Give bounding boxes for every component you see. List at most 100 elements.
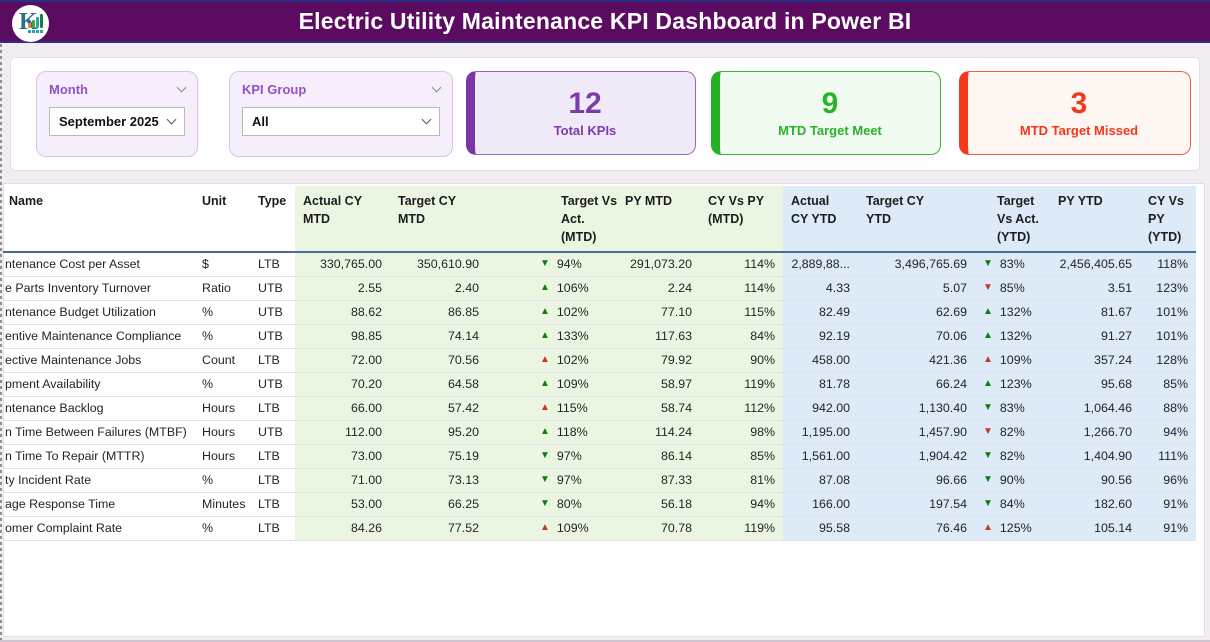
mtd-target-meet-card: 9 MTD Target Meet — [711, 71, 941, 155]
mtd-target-vs-actual-pct: 97% — [556, 449, 582, 463]
target-vs-act-mtd-cell: ▼ 97% — [487, 468, 617, 493]
actual-cy-ytd-cell: 82.49 — [783, 300, 858, 325]
cy-vs-py-mtd-cell: 85% — [700, 444, 783, 469]
target-cy-mtd-cell: 77.52 — [390, 516, 487, 541]
table-row[interactable]: age Response Time Minutes LTB 53.00 66.2… — [3, 492, 1196, 517]
kpi-name-cell: entive Maintenance Compliance — [3, 324, 195, 349]
py-ytd-cell: 81.67 — [1050, 300, 1140, 325]
kpi-group-dropdown-chevron-icon[interactable] — [421, 114, 432, 125]
cy-vs-py-ytd-cell: 91% — [1140, 492, 1196, 517]
target-vs-act-ytd-cell: ▼ 90% — [975, 468, 1050, 493]
table-row[interactable]: entive Maintenance Compliance % UTB 98.8… — [3, 324, 1196, 349]
column-header-target-cy-ytd[interactable]: Target CY YTD — [858, 186, 975, 253]
actual-cy-mtd-cell: 88.62 — [295, 300, 390, 325]
table-row[interactable]: ective Maintenance Jobs Count LTB 72.00 … — [3, 348, 1196, 373]
logo-bar-chart-icon — [28, 14, 43, 28]
type-cell: LTB — [254, 516, 295, 541]
column-header-type[interactable]: Type — [254, 186, 295, 253]
target-cy-mtd-cell: 64.58 — [390, 372, 487, 397]
kpi-group-slicer-collapse-chevron-icon[interactable] — [431, 82, 442, 93]
actual-cy-ytd-cell: 4.33 — [783, 276, 858, 301]
month-dropdown-value: September 2025 — [59, 114, 159, 129]
table-header-row: Name Unit Type Actual CY MTD Target CY M… — [3, 186, 1196, 253]
target-cy-mtd-cell: 66.25 — [390, 492, 487, 517]
kpi-name-cell: n Time Between Failures (MTBF) — [3, 420, 195, 445]
type-cell: LTB — [254, 492, 295, 517]
table-row[interactable]: ntenance Backlog Hours LTB 66.00 57.42 ▲… — [3, 396, 1196, 421]
ytd-trend-triangle-icon: ▲ — [983, 330, 993, 341]
column-header-cy-vs-py-mtd[interactable]: CY Vs PY (MTD) — [700, 186, 783, 253]
table-row[interactable]: n Time Between Failures (MTBF) Hours UTB… — [3, 420, 1196, 445]
type-cell: UTB — [254, 324, 295, 349]
target-vs-act-mtd-cell: ▼ 94% — [487, 252, 617, 277]
ytd-target-vs-actual-pct: 90% — [999, 473, 1025, 487]
table-row[interactable]: omer Complaint Rate % LTB 84.26 77.52 ▲ … — [3, 516, 1196, 541]
target-vs-act-mtd-cell: ▲ 109% — [487, 372, 617, 397]
target-cy-ytd-cell: 76.46 — [858, 516, 975, 541]
column-header-py-mtd[interactable]: PY MTD — [617, 186, 700, 253]
ytd-target-vs-actual-pct: 132% — [999, 305, 1032, 319]
target-cy-ytd-cell: 96.66 — [858, 468, 975, 493]
target-cy-mtd-cell: 86.85 — [390, 300, 487, 325]
py-mtd-cell: 114.24 — [617, 420, 700, 445]
actual-cy-mtd-cell: 2.55 — [295, 276, 390, 301]
unit-cell: % — [195, 516, 254, 541]
column-header-actual-cy-ytd[interactable]: Actual CY YTD — [783, 186, 858, 253]
total-kpis-label: Total KPIs — [553, 122, 617, 138]
mtd-target-meet-value: 9 — [821, 86, 839, 120]
mtd-target-missed-card: 3 MTD Target Missed — [959, 71, 1191, 155]
target-vs-act-mtd-cell: ▲ 106% — [487, 276, 617, 301]
mtd-trend-triangle-icon: ▼ — [540, 258, 550, 270]
page-title: Electric Utility Maintenance KPI Dashboa… — [298, 8, 912, 34]
type-cell: LTB — [254, 252, 295, 277]
mtd-trend-triangle-icon: ▼ — [540, 474, 550, 485]
month-slicer-collapse-chevron-icon[interactable] — [176, 82, 187, 93]
mtd-target-missed-label: MTD Target Missed — [1019, 122, 1139, 138]
ytd-trend-triangle-icon: ▼ — [983, 450, 993, 461]
table-row[interactable]: e Parts Inventory Turnover Ratio UTB 2.5… — [3, 276, 1196, 301]
py-ytd-cell: 3.51 — [1050, 276, 1140, 301]
month-dropdown-chevron-icon[interactable] — [166, 114, 177, 125]
actual-cy-ytd-cell: 458.00 — [783, 348, 858, 373]
table-row[interactable]: ntenance Budget Utilization % UTB 88.62 … — [3, 300, 1196, 325]
table-row[interactable]: ntenance Cost per Asset $ LTB 330,765.00… — [3, 252, 1196, 277]
py-mtd-cell: 56.18 — [617, 492, 700, 517]
unit-cell: Minutes — [195, 492, 254, 517]
py-mtd-cell: 79.92 — [617, 348, 700, 373]
column-header-cy-vs-py-ytd[interactable]: CY Vs PY (YTD) — [1140, 186, 1196, 253]
title-banner: K Electric Utility Maintenance KPI Dashb… — [0, 0, 1210, 43]
table-row[interactable]: ty Incident Rate % LTB 71.00 73.13 ▼ 97%… — [3, 468, 1196, 493]
type-cell: UTB — [254, 372, 295, 397]
total-kpis-value: 12 — [568, 86, 602, 120]
cy-vs-py-ytd-cell: 123% — [1140, 276, 1196, 301]
cy-vs-py-mtd-cell: 98% — [700, 420, 783, 445]
kpi-group-dropdown[interactable]: All — [242, 107, 440, 136]
column-header-py-ytd[interactable]: PY YTD — [1050, 186, 1140, 253]
unit-cell: Hours — [195, 396, 254, 421]
table-row[interactable]: n Time To Repair (MTTR) Hours LTB 73.00 … — [3, 444, 1196, 469]
target-cy-ytd-cell: 70.06 — [858, 324, 975, 349]
table-row[interactable]: pment Availability % UTB 70.20 64.58 ▲ 1… — [3, 372, 1196, 397]
column-header-target-vs-act-mtd[interactable]: Target Vs Act. (MTD) — [487, 186, 617, 253]
column-header-target-cy-mtd[interactable]: Target CY MTD — [390, 186, 487, 253]
column-header-unit[interactable]: Unit — [195, 186, 254, 253]
column-header-name[interactable]: Name — [3, 186, 195, 253]
actual-cy-mtd-cell: 71.00 — [295, 468, 390, 493]
py-ytd-cell: 1,266.70 — [1050, 420, 1140, 445]
month-dropdown[interactable]: September 2025 — [49, 107, 185, 136]
kpi-table-body: ntenance Cost per Asset $ LTB 330,765.00… — [3, 252, 1196, 541]
ytd-target-vs-actual-pct: 82% — [999, 449, 1025, 463]
mtd-target-vs-actual-pct: 94% — [556, 257, 582, 272]
py-mtd-cell: 87.33 — [617, 468, 700, 493]
kpi-name-cell: ntenance Cost per Asset — [3, 252, 195, 277]
total-kpis-card: 12 Total KPIs — [466, 71, 696, 155]
type-cell: LTB — [254, 468, 295, 493]
column-header-target-vs-act-ytd[interactable]: Target Vs Act. (YTD) — [975, 186, 1050, 253]
column-header-actual-cy-mtd[interactable]: Actual CY MTD — [295, 186, 390, 253]
filter-panel: Month September 2025 KPI Group All 12 To… — [10, 57, 1200, 171]
cy-vs-py-mtd-cell: 119% — [700, 372, 783, 397]
mtd-trend-triangle-icon: ▲ — [540, 306, 550, 317]
actual-cy-mtd-cell: 73.00 — [295, 444, 390, 469]
kpi-group-slicer-label: KPI Group — [242, 82, 307, 97]
ytd-trend-triangle-icon: ▲ — [983, 306, 993, 317]
